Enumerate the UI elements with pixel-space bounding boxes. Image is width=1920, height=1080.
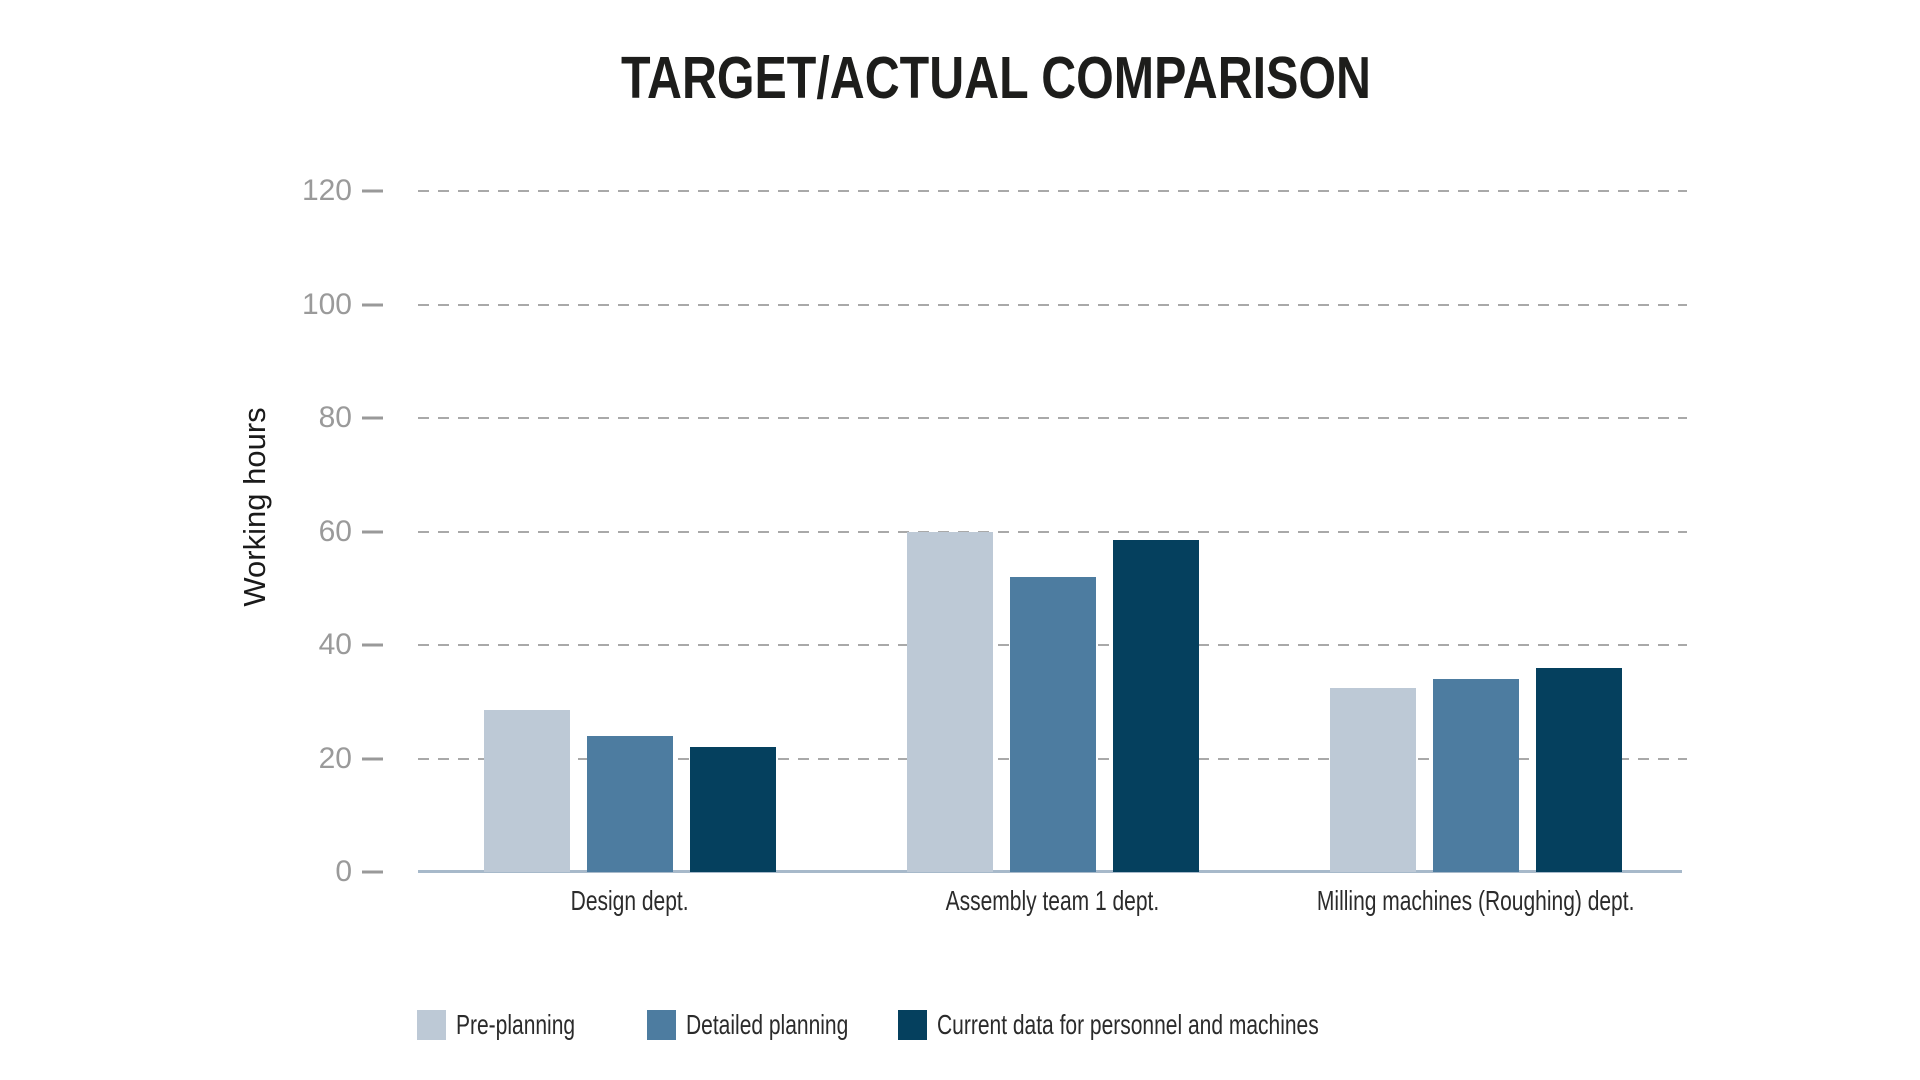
gridline [418,417,1687,419]
gridline [418,303,1687,306]
legend-swatch-current-data-for-personnel-and-machines [898,1010,927,1040]
y-tick-label: 60 [318,514,352,548]
legend-label: Detailed planning [686,1009,849,1040]
category-label-text: Milling machines (Roughing) dept. [1316,885,1635,916]
chart-title-text: TARGET/ACTUAL COMPARISON [621,45,1371,111]
legend-item-current-data-for-personnel-and-machines: Current data for personnel and machines [898,1010,1446,1040]
gridline [418,530,1687,533]
legend-item-pre-planning: Pre-planning [417,1010,615,1040]
bar-detailed-planning [1009,576,1096,872]
bar-current-data-for-personnel-and-machines [1112,540,1199,872]
y-tick-mark [362,870,383,874]
y-tick-label: 0 [335,855,352,888]
bar-group-design-dept [418,191,841,872]
y-tick-mark [362,416,383,420]
y-tick-label: 120 [301,174,352,207]
bar-pre-planning [1329,687,1416,872]
y-tick-mark [362,643,383,647]
y-tick-label: 40 [318,628,352,661]
legend-swatch-pre-planning [417,1010,446,1040]
bar-group-milling-machines-roughing-dept [1264,191,1687,872]
category-label-text: Design dept. [570,885,689,916]
legend-label: Current data for personnel and machines [937,1009,1319,1040]
bar-detailed-planning [586,735,673,872]
bar-current-data-for-personnel-and-machines [1535,667,1622,872]
legend-item-detailed-planning: Detailed planning [647,1010,902,1040]
y-tick-label: 20 [318,741,352,775]
plot-area: 0 20 40 60 80 100 120 [302,176,1687,887]
bar-pre-planning [906,531,993,872]
chart-title: TARGET/ACTUAL COMPARISON [539,48,1453,108]
y-tick-mark [362,530,383,533]
y-tick-label: 100 [301,287,352,321]
category-label-text: Assembly team 1 dept. [945,885,1160,916]
y-tick-mark [362,189,383,193]
legend-swatch-detailed-planning [647,1010,676,1040]
legend: Pre-planning Detailed planning Current dat… [0,1010,1920,1042]
bar-pre-planning [483,710,570,872]
y-tick-mark [362,303,383,306]
y-tick-label: 80 [318,401,352,434]
y-axis-title: Working hours [237,407,272,607]
category-axis: Design dept. Assembly team 1 dept. Milling… [418,884,1687,924]
legend-label: Pre-planning [456,1009,576,1040]
category-label-assembly-team-1-dept: Assembly team 1 dept. [841,884,1264,918]
bar-detailed-planning [1432,679,1519,872]
y-tick-mark [362,757,383,760]
bar-group-assembly-team-1-dept [841,191,1264,872]
category-label-design-dept: Design dept. [418,884,841,918]
category-label-milling-machines-roughing-dept: Milling machines (Roughing) dept. [1264,884,1687,918]
gridline [418,190,1687,192]
bar-current-data-for-personnel-and-machines [689,747,776,872]
